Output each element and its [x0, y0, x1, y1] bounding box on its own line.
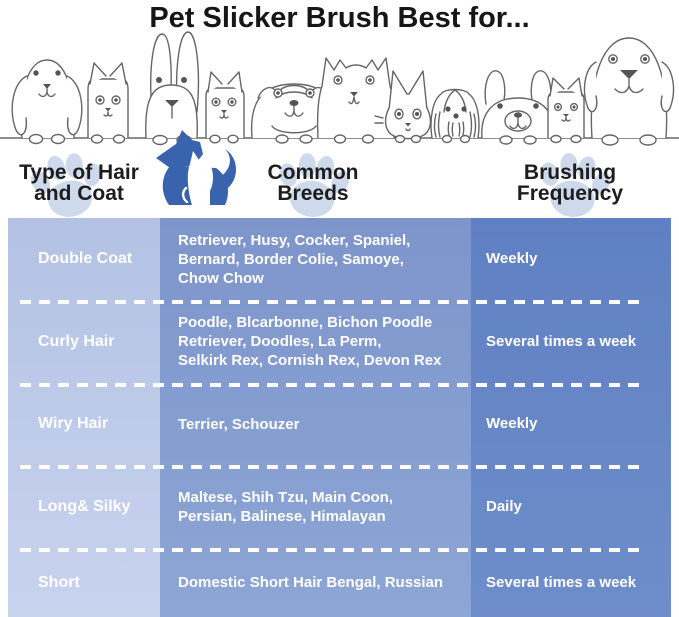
- cell-breeds: Poodle, Blcarbonne, Bichon Poodle Retrie…: [178, 314, 442, 369]
- cell-hair-type: Curly Hair: [38, 332, 115, 350]
- tall-ear-dog-icon: [145, 31, 200, 146]
- scruffy-cat-icon: [316, 57, 396, 144]
- table-row: Wiry Hair Terrier, Schouzer Weekly: [8, 383, 671, 465]
- cell-frequency: Weekly: [486, 415, 538, 432]
- cell-frequency: Several times a week: [486, 573, 637, 591]
- cell-breeds: Terrier, Schouzer: [178, 415, 300, 433]
- cat-icon: [205, 71, 245, 144]
- french-bulldog-icon: [481, 70, 555, 145]
- cell-frequency: Several times a week: [486, 332, 637, 350]
- row-divider: [20, 300, 645, 304]
- table-row: Short Domestic Short Hair Bengal, Russia…: [8, 548, 671, 617]
- table-row: Double Coat Retriever, Husy, Cocker, Spa…: [8, 218, 671, 300]
- comparison-table: Double Coat Retriever, Husy, Cocker, Spa…: [8, 218, 671, 617]
- cell-hair-type: Wiry Hair: [38, 415, 109, 432]
- cat-icon: [547, 77, 585, 144]
- row-divider: [20, 548, 645, 552]
- dog-cat-logo-icon: [156, 130, 237, 205]
- row-divider: [20, 465, 645, 469]
- pets-banner-illustration: [0, 31, 679, 146]
- row-divider: [20, 383, 645, 387]
- page-title: Pet Slicker Brush Best for...: [149, 2, 530, 34]
- header-label: Type of Hair and Coat: [19, 161, 139, 205]
- shih-tzu-icon: [430, 88, 480, 144]
- big-dog-icon: [583, 37, 675, 146]
- column-header-common-breeds: Common Breeds: [233, 142, 393, 221]
- table-row: Long& Silky Maltese, Shih Tzu, Main Coon…: [8, 465, 671, 548]
- pug-icon: [250, 83, 338, 144]
- column-header-brushing-frequency: Brushing Frequency: [488, 142, 652, 223]
- floppy-ear-dog-icon: [11, 59, 83, 145]
- cell-hair-type: Long& Silky: [38, 497, 131, 515]
- cell-breeds: Retriever, Husy, Cocker, Spaniel, Bernar…: [178, 231, 411, 287]
- cell-breeds: Maltese, Shih Tzu, Main Coon, Persian, B…: [178, 488, 394, 525]
- column-header-hair-type: Type of Hair and Coat: [0, 142, 158, 224]
- cell-frequency: Weekly: [486, 250, 538, 267]
- cell-hair-type: Short: [38, 573, 80, 591]
- header-label: Common Breeds: [267, 161, 359, 205]
- cat-icon: [87, 62, 129, 144]
- cell-frequency: Daily: [486, 497, 522, 515]
- header-label: Brushing Frequency: [516, 161, 624, 205]
- pointy-ear-cat-icon: [374, 70, 442, 144]
- cell-breeds: Domestic Short Hair Bengal, Russian: [178, 574, 444, 591]
- table-row: Curly Hair Poodle, Blcarbonne, Bichon Po…: [8, 300, 671, 383]
- cell-hair-type: Double Coat: [38, 250, 133, 267]
